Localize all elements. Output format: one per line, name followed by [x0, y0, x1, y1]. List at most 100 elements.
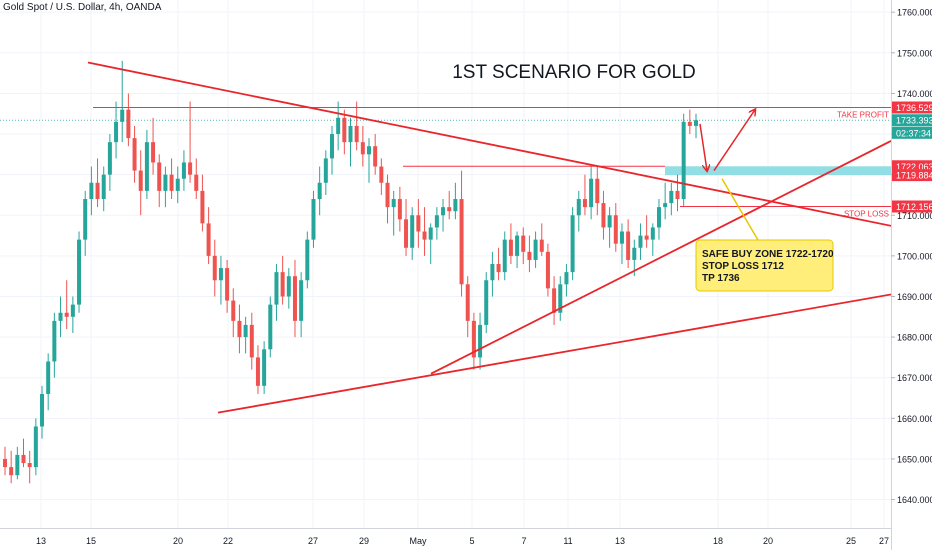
candle	[218, 255, 223, 305]
candles-layer	[3, 60, 698, 484]
candle	[181, 150, 186, 191]
candle	[212, 239, 217, 297]
symbol-title: Gold Spot / U.S. Dollar, 4h, OANDA	[3, 2, 162, 13]
candle-body	[496, 264, 501, 273]
candle-body	[619, 231, 624, 244]
candle	[650, 223, 655, 256]
candle	[144, 129, 149, 200]
lower-support-trendline	[217, 293, 892, 414]
candle-body	[15, 454, 20, 476]
price-label-bg	[892, 169, 932, 182]
candle	[521, 227, 526, 264]
y-tick-label: 1710.000	[897, 211, 932, 221]
candle-body	[379, 166, 384, 183]
candle-body	[441, 207, 446, 216]
candle-body	[471, 320, 476, 358]
candle	[9, 450, 14, 484]
candle	[416, 199, 421, 248]
candle-body	[626, 231, 631, 260]
candle-body	[410, 215, 415, 248]
candle-body	[206, 223, 211, 256]
y-tick-label: 1680.000	[897, 333, 932, 343]
y-tick-label: 1660.000	[897, 414, 932, 424]
candle	[21, 438, 26, 468]
candle-body	[114, 121, 119, 143]
candle-body	[545, 251, 550, 289]
candle-body	[107, 142, 112, 175]
candle-body	[163, 174, 168, 191]
candle-body	[663, 203, 668, 208]
candle-body	[354, 125, 359, 143]
candle	[508, 223, 513, 264]
candle-body	[638, 235, 643, 248]
candle	[237, 304, 242, 354]
candle-body	[428, 227, 433, 240]
candle	[77, 231, 82, 313]
candle-body	[527, 251, 532, 260]
candle	[305, 231, 310, 289]
descending-trendline	[87, 61, 892, 227]
candle-body	[564, 272, 569, 285]
candle-body	[33, 426, 38, 468]
candle	[404, 199, 409, 256]
candle-body	[194, 174, 199, 191]
candle-body	[21, 454, 26, 464]
x-tick-label: 15	[86, 536, 96, 546]
candle	[410, 207, 415, 260]
candle-body	[570, 215, 575, 273]
candle	[539, 223, 544, 256]
candle-body	[533, 239, 538, 260]
annotation-pointer	[721, 178, 759, 241]
candle-body	[453, 199, 458, 212]
price-label: 1736.529	[892, 101, 932, 114]
candle-body	[305, 239, 310, 281]
candle	[447, 190, 452, 220]
candle-body	[632, 247, 637, 260]
candle	[453, 182, 458, 220]
candle	[675, 174, 680, 212]
candle-body	[3, 458, 7, 468]
candle	[286, 268, 291, 309]
y-tick-label: 1700.000	[897, 251, 932, 261]
candle-body	[249, 324, 254, 358]
candle-body	[601, 203, 606, 228]
y-tick-label: 1740.000	[897, 89, 932, 99]
candle-body	[521, 235, 526, 252]
candle	[27, 450, 32, 484]
candle	[626, 219, 631, 269]
candle-body	[478, 324, 483, 358]
candle-body	[391, 199, 396, 208]
candle-body	[120, 109, 125, 122]
candle	[360, 125, 365, 167]
candle	[545, 243, 550, 297]
candle	[243, 316, 248, 354]
candle	[644, 215, 649, 248]
candle	[607, 207, 612, 248]
candle	[311, 190, 316, 248]
up-arrow	[713, 110, 755, 172]
candle	[422, 207, 427, 256]
candle-body	[101, 174, 106, 200]
candle-body	[157, 162, 162, 191]
candle-body	[342, 117, 347, 143]
price-label-bg	[892, 126, 932, 139]
candle-body	[576, 199, 581, 216]
candle	[379, 158, 384, 195]
y-tick-label: 1750.000	[897, 48, 932, 58]
candle-body	[64, 312, 69, 317]
x-tick-label: 27	[308, 536, 318, 546]
candle-body	[656, 207, 661, 228]
candle-body	[132, 138, 137, 171]
price-label-bg	[892, 101, 932, 114]
price-label-text: 1719.884	[896, 171, 932, 181]
price-label-text: 1712.156	[896, 202, 932, 212]
candle-body	[9, 467, 14, 476]
candle	[552, 276, 557, 325]
stop-loss-label: STOP LOSS	[844, 210, 889, 219]
candle	[120, 60, 125, 143]
buy-zone-rect	[665, 166, 891, 176]
candle	[95, 158, 100, 208]
price-label: 1719.884	[892, 169, 932, 182]
